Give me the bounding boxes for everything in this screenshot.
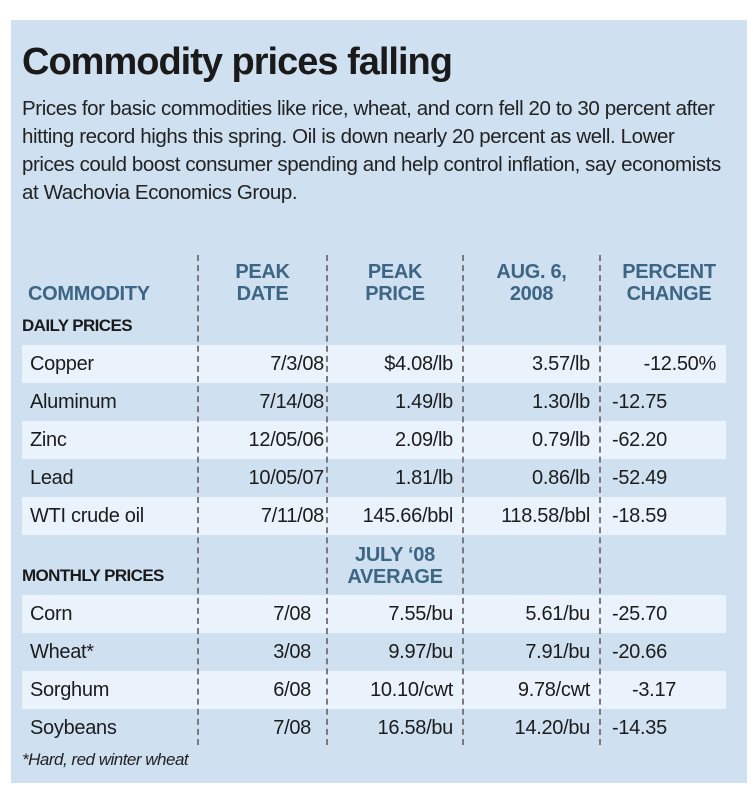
table-row: Sorghum 6/08 10.10/cwt 9.78/cwt -3.17 xyxy=(22,671,726,709)
cell-current: 5.61/bu xyxy=(525,603,590,625)
table-row: Copper 7/3/08 $4.08/lb 3.57/lb -12.50% xyxy=(22,345,726,383)
section-monthly-prices: MONTHLY PRICES xyxy=(22,566,164,585)
cell-peak-date: 3/08 xyxy=(273,641,311,663)
cell-commodity: Lead xyxy=(30,467,74,489)
cell-peak-price: 9.97/bu xyxy=(388,641,453,663)
cell-peak-price: 10.10/cwt xyxy=(370,679,453,701)
header-peak-price-line2: PRICE xyxy=(365,283,425,305)
infographic-panel xyxy=(11,20,747,783)
cell-peak-date: 7/08 xyxy=(273,603,311,625)
cell-peak-price: 145.66/bbl xyxy=(362,505,454,527)
cell-change: -12.75 xyxy=(612,391,667,413)
cell-change: -25.70 xyxy=(612,603,667,625)
table-row: Wheat* 3/08 9.97/bu 7.91/bu -20.66 xyxy=(22,633,726,671)
cell-commodity: Soybeans xyxy=(30,717,117,739)
cell-peak-price: 7.55/bu xyxy=(388,603,453,625)
header-peak-price-line1: PEAK xyxy=(367,261,423,283)
cell-current: 3.57/lb xyxy=(532,353,590,375)
cell-peak-date: 7/3/08 xyxy=(270,353,324,375)
header-percent-change-line1: PERCENT xyxy=(622,261,716,283)
cell-current: 14.20/bu xyxy=(514,717,591,739)
cell-peak-price: 16.58/bu xyxy=(377,717,454,739)
table-row: Soybeans 7/08 16.58/bu 14.20/bu -14.35 xyxy=(22,709,726,747)
header-aug6: AUG. 6, 2008 xyxy=(463,261,600,305)
cell-commodity: WTI crude oil xyxy=(30,505,144,527)
table-row: Zinc 12/05/06 2.09/lb 0.79/lb -62.20 xyxy=(22,421,726,459)
cell-commodity: Aluminum xyxy=(30,391,117,413)
header-peak-date: PEAK DATE xyxy=(198,261,327,305)
cell-peak-price: 1.49/lb xyxy=(395,391,453,413)
header-july-average-line2: AVERAGE xyxy=(347,566,443,588)
header-july-average-line1: JULY ‘08 xyxy=(355,544,435,566)
header-aug6-line1: AUG. 6, xyxy=(496,261,567,283)
cell-peak-date: 7/14/08 xyxy=(259,391,324,413)
cell-peak-price: 1.81/lb xyxy=(395,467,453,489)
header-commodity: COMMODITY xyxy=(28,283,150,305)
cell-commodity: Copper xyxy=(30,353,94,375)
cell-commodity: Zinc xyxy=(30,429,67,451)
table-row: Corn 7/08 7.55/bu 5.61/bu -25.70 xyxy=(22,595,726,633)
cell-peak-date: 12/05/06 xyxy=(248,429,325,451)
cell-commodity: Wheat* xyxy=(30,641,94,663)
cell-change: -18.59 xyxy=(612,505,667,527)
table-row: Aluminum 7/14/08 1.49/lb 1.30/lb -12.75 xyxy=(22,383,726,421)
section-daily-prices: DAILY PRICES xyxy=(22,316,133,335)
cell-change: -14.35 xyxy=(612,717,667,739)
column-divider xyxy=(197,255,199,745)
cell-peak-price: 2.09/lb xyxy=(395,429,453,451)
header-july-average: JULY ‘08 AVERAGE xyxy=(327,544,463,588)
column-divider xyxy=(462,255,464,745)
cell-peak-price: $4.08/lb xyxy=(384,353,453,375)
cell-change: -20.66 xyxy=(612,641,667,663)
header-peak-price: PEAK PRICE xyxy=(327,261,463,305)
cell-change: -3.17 xyxy=(632,679,677,701)
cell-change: -12.50% xyxy=(643,353,717,375)
cell-current: 0.79/lb xyxy=(532,429,590,451)
cell-peak-date: 7/11/08 xyxy=(260,505,324,527)
table-row: Lead 10/05/07 1.81/lb 0.86/lb -52.49 xyxy=(22,459,726,497)
header-percent-change: PERCENT CHANGE xyxy=(604,261,734,305)
cell-commodity: Sorghum xyxy=(30,679,110,701)
cell-change: -62.20 xyxy=(612,429,667,451)
cell-commodity: Corn xyxy=(30,603,73,625)
table-row: WTI crude oil 7/11/08 145.66/bbl 118.58/… xyxy=(22,497,726,535)
cell-current: 9.78/cwt xyxy=(517,679,590,701)
header-percent-change-line2: CHANGE xyxy=(626,283,712,305)
cell-current: 1.30/lb xyxy=(532,391,590,413)
cell-current: 7.91/bu xyxy=(525,641,590,663)
intro-paragraph: Prices for basic commodities like rice, … xyxy=(22,97,721,204)
header-peak-date-line2: DATE xyxy=(236,283,289,305)
column-divider xyxy=(599,255,601,745)
page-title: Commodity prices falling xyxy=(22,41,453,83)
cell-change: -52.49 xyxy=(612,467,667,489)
footnote: *Hard, red winter wheat xyxy=(22,750,189,769)
cell-current: 118.58/bbl xyxy=(501,505,590,527)
cell-current: 0.86/lb xyxy=(532,467,590,489)
header-peak-date-line1: PEAK xyxy=(235,261,290,283)
cell-peak-date: 10/05/07 xyxy=(248,467,325,489)
header-aug6-line2: 2008 xyxy=(509,283,554,305)
cell-peak-date: 6/08 xyxy=(273,679,311,701)
column-divider xyxy=(326,255,328,745)
cell-peak-date: 7/08 xyxy=(273,717,311,739)
